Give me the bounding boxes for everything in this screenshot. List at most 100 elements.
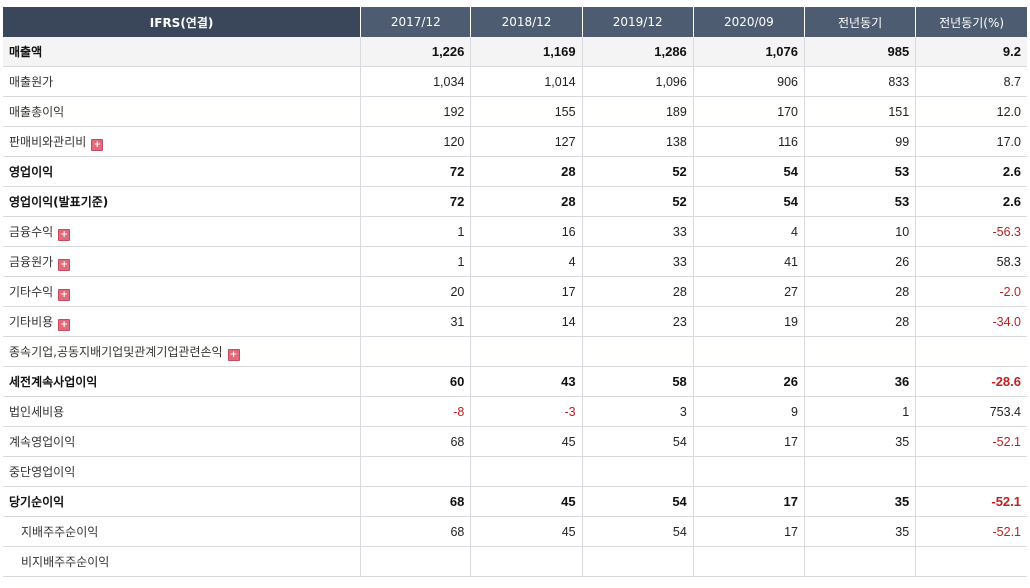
cell-value: 170: [777, 104, 798, 119]
value-cell: 28: [582, 276, 694, 307]
expand-plus-icon[interactable]: +: [58, 288, 71, 301]
cell-value: 2.6: [1002, 194, 1021, 209]
value-cell: 8.7: [915, 66, 1027, 97]
cell-value: 1,226: [431, 44, 465, 59]
cell-value: 26: [895, 254, 910, 269]
row-label-text: 매출액: [9, 45, 43, 59]
value-cell: 9.2: [915, 37, 1027, 67]
value-cell: 52: [582, 186, 694, 217]
value-cell: 35: [804, 516, 917, 547]
value-cell: 72: [360, 156, 472, 187]
row-label-text: 비지배주주순이익: [21, 555, 110, 569]
value-cell: 1,014: [470, 66, 583, 97]
row-label-text: 기타비용: [9, 314, 54, 329]
value-cell: 33: [582, 216, 694, 247]
cell-value: -52.1: [992, 524, 1022, 539]
table-body: 매출액 1,226 1,169 1,286 1,076 985 9.2 매출원가 1,034 1,…: [3, 37, 1027, 577]
value-cell: 28: [804, 276, 917, 307]
value-cell: [470, 456, 583, 487]
row-label-text: 판매비와관리비: [9, 134, 87, 149]
value-cell: [804, 546, 917, 577]
row-label: 종속기업,공동지배기업및관계기업관련손익 +: [3, 336, 362, 367]
row-label-text: 금융수익: [9, 224, 54, 239]
cell-value: 45: [561, 494, 576, 509]
value-cell: 170: [693, 96, 806, 127]
value-cell: [915, 456, 1027, 487]
row-label-text: 매출원가: [9, 75, 54, 89]
cell-value: 27: [784, 284, 798, 299]
cell-value: 1,286: [654, 44, 687, 59]
cell-value: 17: [784, 434, 798, 449]
cell-value: -3: [564, 404, 576, 419]
row-label: 세전계속사업이익: [3, 366, 362, 397]
cell-value: 906: [777, 74, 798, 89]
column-header-2019: 2019/12: [582, 7, 694, 37]
value-cell: [360, 546, 472, 577]
value-cell: 53: [804, 156, 917, 187]
value-cell: 35: [804, 486, 917, 517]
value-cell: 985: [804, 37, 917, 67]
value-cell: 53: [804, 186, 917, 217]
row-label: 비지배주주순이익: [3, 546, 362, 577]
expand-plus-icon[interactable]: +: [58, 318, 71, 331]
value-cell: 151: [804, 96, 917, 127]
value-cell: 17: [693, 486, 806, 517]
cell-value: 35: [895, 524, 910, 539]
table-header-row: IFRS(연결) 2017/12 2018/12 2019/12 2020/09…: [3, 7, 1027, 37]
cell-value: 1,076: [765, 44, 798, 59]
cell-value: 985: [887, 44, 910, 59]
value-cell: [360, 336, 472, 367]
cell-value: 138: [665, 134, 687, 149]
cell-value: 833: [888, 74, 910, 89]
value-cell: [693, 546, 806, 577]
table-row: 금융수익 +1 16 33 4 10 -56.3: [3, 216, 1027, 247]
row-label: 매출총이익: [3, 96, 362, 127]
cell-value: 4: [791, 224, 798, 239]
cell-value: 127: [554, 134, 576, 149]
value-cell: [470, 546, 583, 577]
expand-plus-icon[interactable]: +: [91, 138, 104, 151]
cell-value: 20: [450, 284, 465, 299]
cell-value: 31: [450, 314, 465, 329]
value-cell: 68: [360, 516, 472, 547]
value-cell: 45: [470, 426, 583, 457]
value-cell: 36: [804, 366, 917, 397]
value-cell: 23: [582, 306, 694, 337]
value-cell: 17: [693, 516, 806, 547]
row-label: 법인세비용: [3, 396, 362, 427]
row-label: 영업이익(발표기준): [3, 186, 362, 217]
expand-plus-icon[interactable]: +: [58, 258, 71, 271]
value-cell: 27: [693, 276, 806, 307]
value-cell: 1,226: [360, 37, 472, 67]
cell-value: 192: [443, 104, 465, 119]
row-label-text: 법인세비용: [9, 405, 65, 419]
value-cell: 68: [360, 426, 472, 457]
cell-value: 28: [561, 164, 576, 179]
cell-value: 1,096: [655, 74, 687, 89]
cell-value: 17: [561, 284, 576, 299]
row-label-text: 지배주주순이익: [21, 525, 99, 539]
row-label: 금융수익 +: [3, 216, 362, 247]
table-row: 금융원가 +1 4 33 41 26 58.3: [3, 246, 1027, 277]
cell-value: 45: [561, 434, 576, 449]
value-cell: 60: [360, 366, 472, 397]
cell-value: 68: [450, 524, 465, 539]
value-cell: [804, 456, 917, 487]
cell-value: 41: [784, 254, 798, 269]
value-cell: 26: [804, 246, 917, 277]
value-cell: 68: [360, 486, 472, 517]
row-label-text: 영업이익: [9, 165, 54, 179]
value-cell: 28: [470, 156, 583, 187]
expand-plus-icon[interactable]: +: [227, 348, 240, 361]
cell-value: 53: [894, 194, 910, 209]
cell-value: 14: [561, 314, 576, 329]
value-cell: [582, 456, 694, 487]
value-cell: 1: [360, 216, 472, 247]
value-cell: 12.0: [915, 96, 1027, 127]
value-cell: 58: [582, 366, 694, 397]
expand-plus-icon[interactable]: +: [58, 228, 71, 241]
cell-value: 52: [672, 194, 687, 209]
value-cell: -8: [360, 396, 472, 427]
value-cell: 28: [804, 306, 917, 337]
cell-value: 54: [672, 524, 687, 539]
